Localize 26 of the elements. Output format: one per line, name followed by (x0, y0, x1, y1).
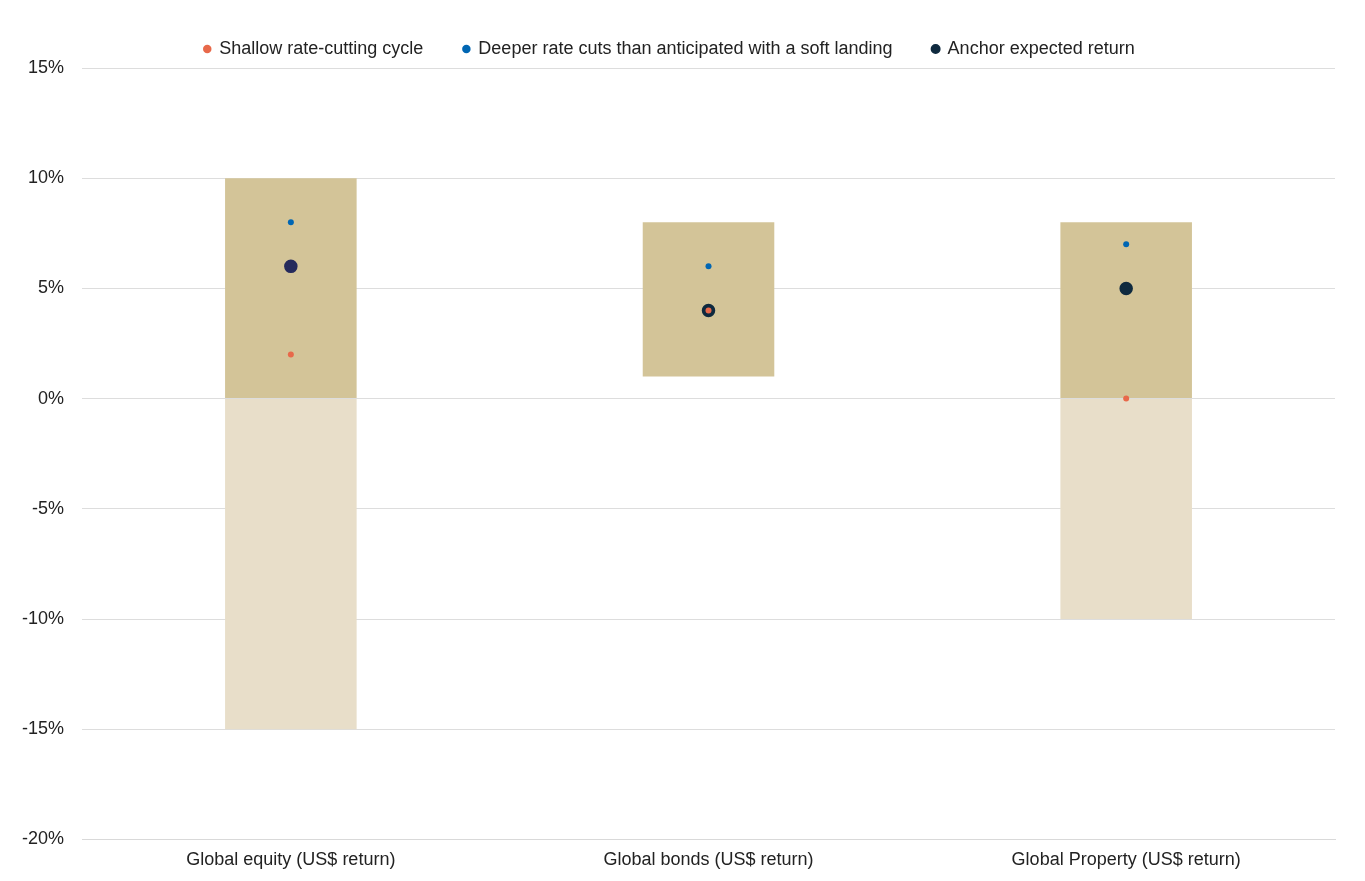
y-tick-label: -5% (32, 497, 65, 518)
point (287, 219, 294, 226)
bar (642, 222, 775, 377)
bar (225, 178, 357, 399)
legend-label: Deeper rate cuts than anticipated with a soft landing (478, 37, 893, 58)
x-tick-label: Global equity (US$ return) (186, 849, 396, 870)
y-tick-label: -20% (21, 828, 65, 849)
y-tick-label: -15% (21, 718, 65, 739)
y-tick-label: -10% (21, 607, 65, 628)
point (705, 263, 712, 270)
x-tick-label: Global Property (US$ return) (1011, 849, 1241, 870)
y-tick-label: 0% (38, 387, 65, 408)
point (1123, 395, 1130, 402)
legend-label: Shallow rate-cutting cycle (219, 37, 424, 58)
point (287, 351, 294, 358)
y-tick-label: 10% (27, 167, 65, 188)
legend-label: Anchor expected return (947, 37, 1135, 58)
y-tick-label: 5% (38, 277, 65, 298)
y-tick-label: 15% (27, 56, 65, 77)
x-tick-label: Global bonds (US$ return) (603, 849, 814, 870)
point (1123, 241, 1130, 248)
point (284, 259, 298, 274)
bar (1060, 222, 1192, 399)
bar (225, 399, 357, 730)
point (1119, 281, 1133, 296)
bar (1060, 399, 1192, 619)
